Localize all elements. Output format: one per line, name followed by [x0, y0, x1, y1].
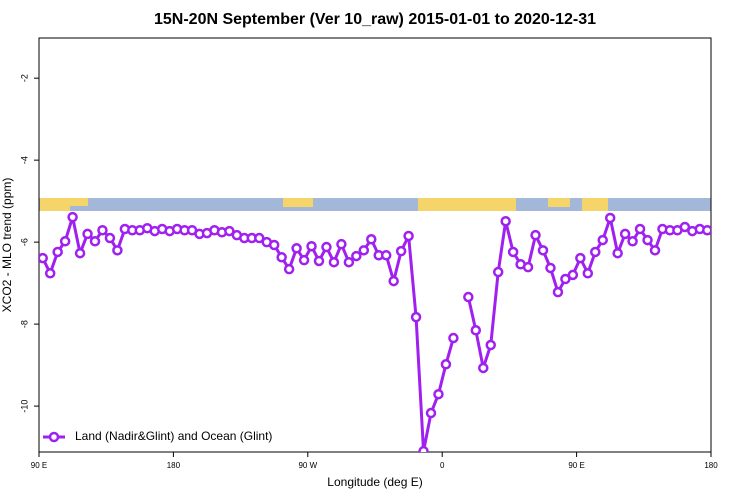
data-point — [597, 234, 608, 246]
x-tick-label: 0 — [440, 461, 445, 470]
legend-label: Land (Nadir&Glint) and Ocean (Glint) — [75, 429, 272, 443]
data-point — [440, 359, 452, 370]
data-point — [89, 236, 101, 247]
data-point — [433, 388, 444, 400]
data-point — [395, 245, 407, 257]
data-point — [298, 254, 310, 266]
data-point — [448, 332, 459, 344]
data-point — [268, 239, 280, 251]
data-point — [358, 245, 370, 256]
data-point — [52, 246, 63, 258]
x-tick-label: 180 — [704, 461, 718, 470]
data-point — [500, 215, 511, 227]
data-point — [612, 247, 623, 259]
data-point — [74, 247, 86, 259]
data-point — [44, 268, 56, 279]
data-point — [530, 229, 541, 241]
data-point — [679, 221, 691, 233]
data-point — [507, 246, 519, 258]
data-point — [545, 262, 556, 274]
data-point — [575, 252, 586, 264]
data-point — [492, 266, 504, 278]
data-point — [39, 252, 48, 264]
data-point — [104, 232, 116, 244]
y-tick-label: -2 — [19, 74, 29, 82]
x-tick-label: 90 E — [31, 461, 47, 470]
data-point — [604, 212, 616, 224]
data-point — [470, 325, 482, 336]
data-point — [283, 263, 295, 275]
data-point — [485, 339, 496, 351]
data-point — [321, 241, 332, 253]
y-tick-label: -8 — [19, 320, 29, 328]
y-tick-label: -4 — [19, 156, 29, 164]
data-point — [567, 269, 579, 281]
data-point — [590, 246, 601, 258]
x-tick-label: 90 W — [298, 461, 317, 470]
data-point — [537, 245, 549, 256]
data-point — [306, 240, 317, 252]
data-point — [634, 223, 646, 235]
data-point — [418, 445, 429, 452]
data-point — [463, 291, 474, 303]
data-point — [336, 238, 347, 250]
data-point — [343, 256, 355, 268]
data-point — [67, 211, 78, 223]
data-point — [366, 234, 377, 245]
data-point — [582, 268, 594, 279]
chart-title: 15N-20N September (Ver 10_raw) 2015-01-0… — [154, 11, 596, 28]
data-point — [560, 273, 571, 285]
plot-frame — [38, 37, 712, 453]
plot-area — [39, 211, 711, 452]
data-point — [619, 228, 631, 240]
y-tick-label: -10 — [19, 400, 29, 413]
data-point — [425, 407, 437, 419]
data-point — [552, 286, 564, 298]
data-point — [351, 250, 362, 262]
data-point — [112, 245, 123, 256]
data-point — [642, 234, 653, 246]
data-point — [403, 230, 414, 242]
x-tick-label: 90 E — [568, 461, 584, 470]
data-point — [313, 255, 325, 267]
legend-marker — [48, 431, 60, 443]
data-point — [59, 236, 71, 247]
data-point — [97, 224, 108, 236]
data-point — [388, 275, 399, 287]
data-point — [522, 261, 534, 273]
data-point — [328, 256, 340, 268]
data-point — [291, 243, 302, 254]
data-point — [478, 362, 489, 374]
y-axis-label: XCO2 - MLO trend (ppm) — [0, 178, 14, 313]
land-mask-strip — [39, 198, 711, 211]
axes: 90 E 180 90 W 0 90 E 180 -10 -8 -6 -4 -2 Land (Nadi… — [19, 74, 718, 470]
data-point — [254, 232, 265, 244]
data-point — [649, 245, 661, 256]
data-point — [82, 228, 93, 240]
data-point — [276, 252, 287, 263]
y-tick-label: -6 — [19, 238, 29, 246]
data-point — [380, 249, 392, 261]
data-point — [702, 224, 711, 236]
data-point — [410, 311, 422, 323]
x-axis-label: Longitude (deg E) — [327, 475, 422, 489]
data-point — [224, 225, 235, 237]
data-point — [627, 236, 638, 247]
x-tick-label: 180 — [167, 461, 181, 470]
